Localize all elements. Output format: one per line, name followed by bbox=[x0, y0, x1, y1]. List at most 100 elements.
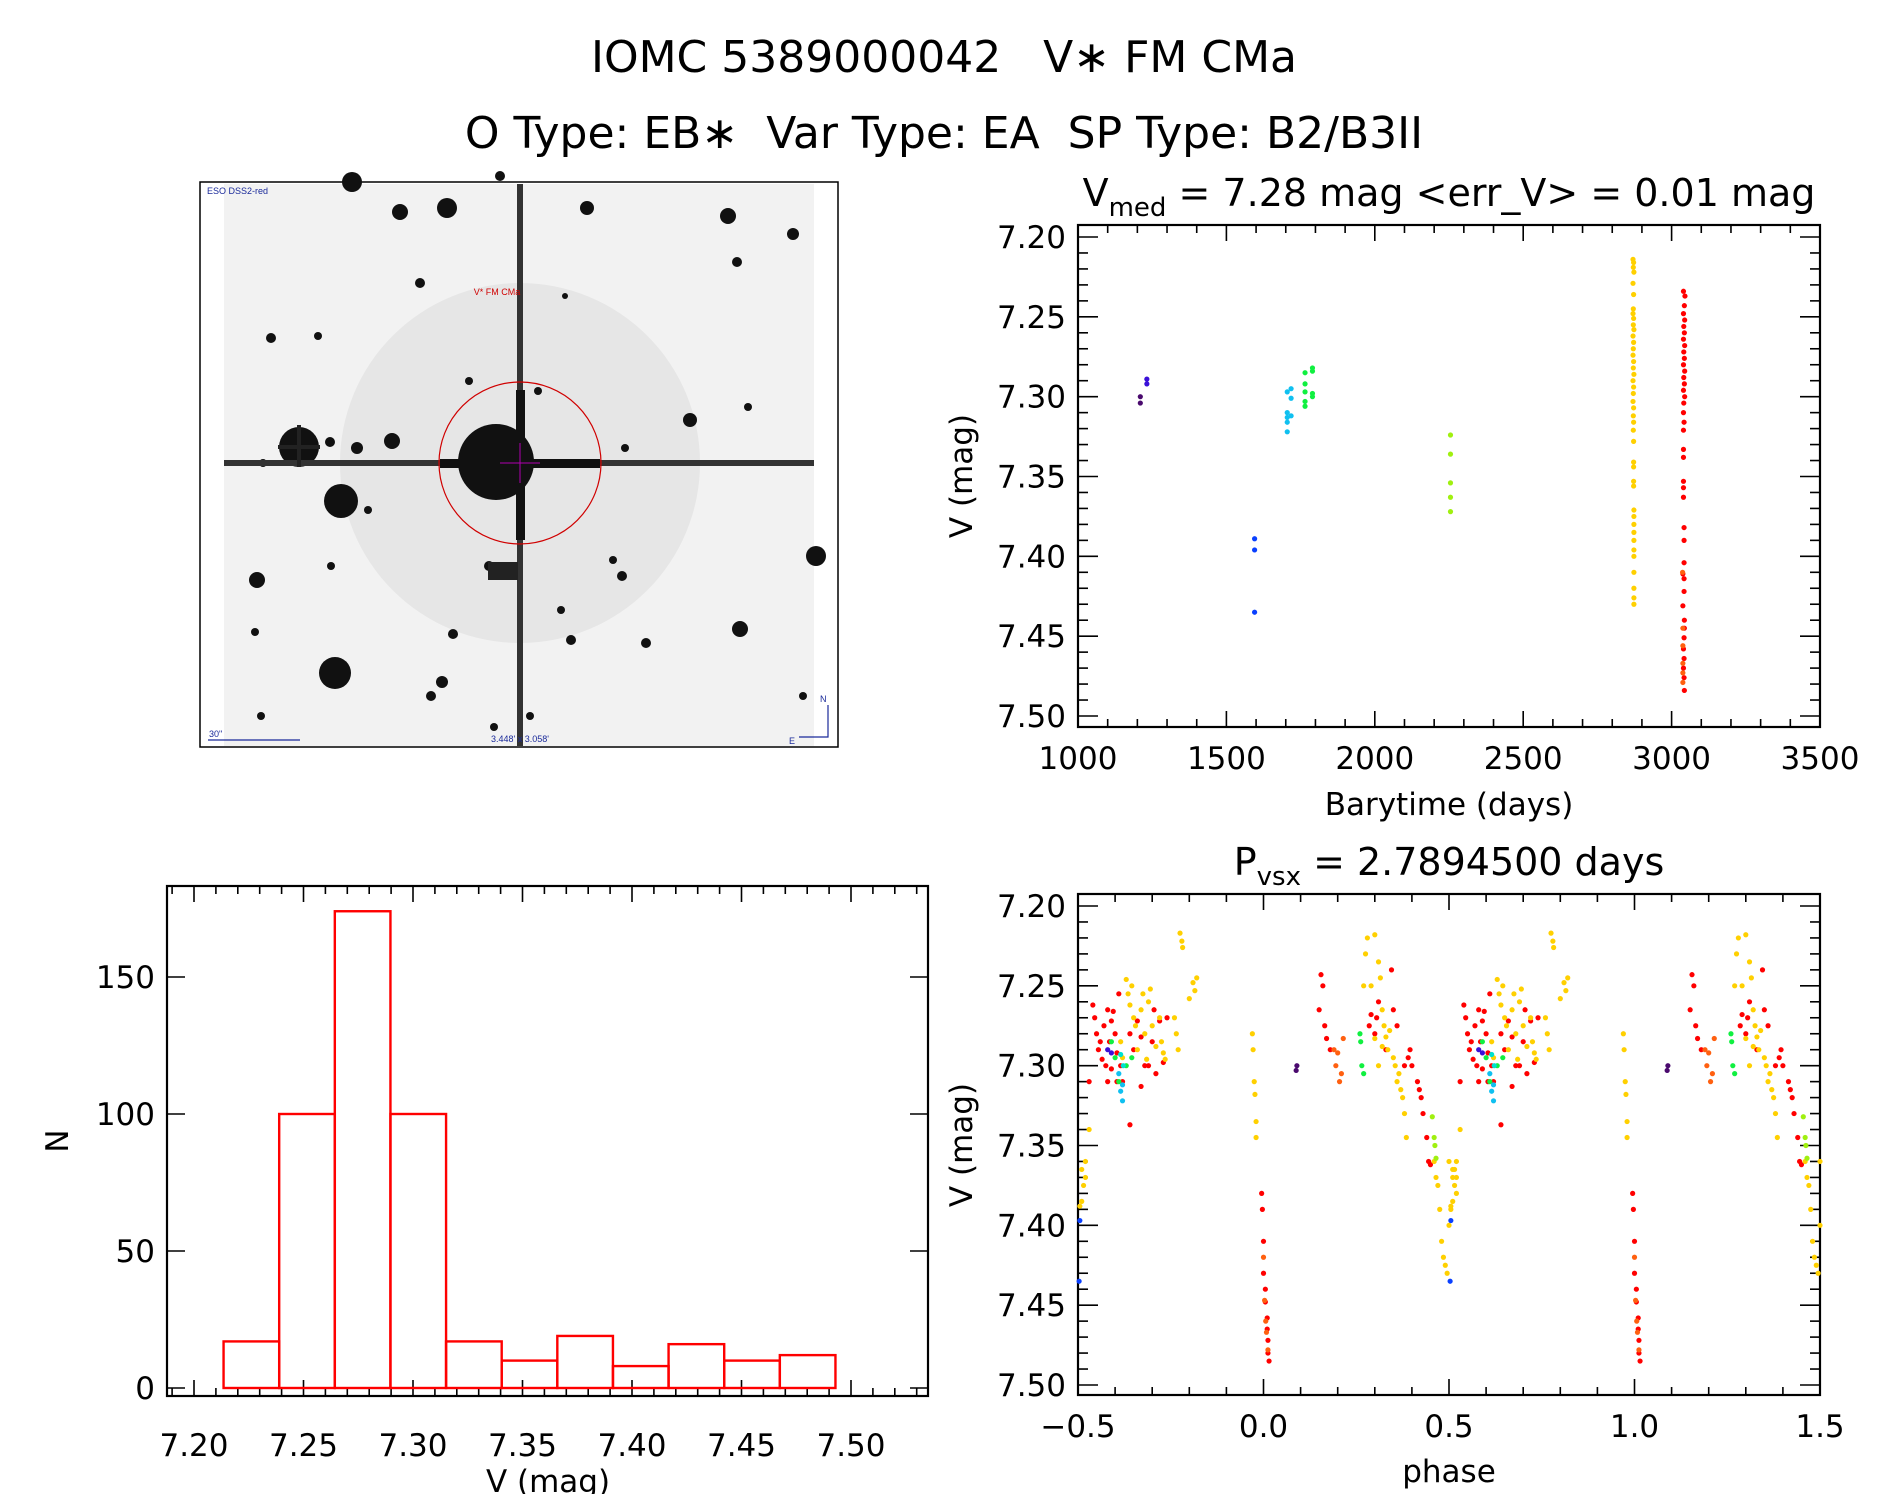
light-curve-ytick-label: 7.40 bbox=[997, 539, 1066, 575]
star bbox=[566, 635, 576, 645]
phased-curve-point-red bbox=[1105, 1079, 1111, 1085]
phased-curve-point-green bbox=[1357, 1031, 1363, 1037]
star bbox=[526, 712, 534, 720]
phased-curve-point-yellow bbox=[1180, 944, 1186, 951]
light-curve-point-red bbox=[1681, 400, 1687, 406]
phased-curve-point-yellow bbox=[1145, 999, 1152, 1005]
phased-curve-point-yellow bbox=[1771, 1095, 1777, 1101]
star bbox=[342, 172, 362, 192]
light-curve-point-yellow bbox=[1630, 427, 1636, 433]
phased-curve-point-red bbox=[1463, 1015, 1469, 1021]
phased-curve-point-yellow bbox=[1529, 1039, 1536, 1045]
light-curve-point-yellow bbox=[1630, 352, 1636, 358]
phased-curve-point-red bbox=[1694, 1035, 1701, 1042]
phased-curve-point-yellow bbox=[1453, 1174, 1460, 1181]
light-curve-point-yellow bbox=[1630, 413, 1636, 419]
phased-curve-point-green bbox=[1728, 1031, 1734, 1037]
light-curve-plot: Vmed = 7.28 mag <err_V> = 0.01 mag Baryt… bbox=[944, 171, 1859, 823]
phased-curve-point-yellow bbox=[1253, 1134, 1259, 1141]
phased-curve-point-yellow bbox=[1561, 980, 1567, 986]
light-curve-ytick-label: 7.25 bbox=[997, 300, 1066, 336]
star bbox=[448, 629, 458, 639]
phased-curve-point-yellow bbox=[1179, 938, 1185, 944]
phased-curve-frame bbox=[1076, 892, 1822, 1397]
light-curve-point-green bbox=[1309, 368, 1316, 374]
phased-curve-point-yellow bbox=[1446, 1222, 1452, 1228]
phased-curve-point-red bbox=[1778, 1047, 1784, 1053]
phased-curve-point-yellow bbox=[1162, 1056, 1168, 1062]
phased-curve-point-yellow bbox=[1750, 1007, 1756, 1013]
phased-curve-point-red bbox=[1785, 1079, 1792, 1085]
phased-curve-point-yellow bbox=[1621, 1047, 1627, 1053]
phased-curve-point-yellow bbox=[1375, 1063, 1382, 1069]
light-curve-ylabel: V (mag) bbox=[944, 414, 980, 538]
phased-curve-point-red bbox=[1789, 1095, 1795, 1101]
light-curve-point-orange bbox=[1680, 670, 1686, 676]
phased-curve-point-red bbox=[1164, 1015, 1170, 1021]
phased-curve-point-yellow bbox=[1442, 1262, 1448, 1268]
phased-curve-point-red bbox=[1761, 1007, 1767, 1013]
phased-curve-point-yellow bbox=[1557, 996, 1563, 1002]
phased-curve-point-orange bbox=[1336, 1079, 1343, 1085]
light-curve-point-red bbox=[1680, 362, 1687, 368]
phased-curve-point-orange bbox=[1707, 1079, 1714, 1085]
phased-curve-point-yellow bbox=[1500, 983, 1506, 989]
histogram-ytick-label: 50 bbox=[116, 1234, 155, 1270]
light-curve-point-cyan bbox=[1284, 419, 1290, 425]
phased-curve-point-red bbox=[1687, 1007, 1693, 1013]
phased-curve-point-yellow bbox=[1173, 1031, 1179, 1037]
phased-curve-point-yellow bbox=[1361, 983, 1367, 989]
light-curve-point-red bbox=[1680, 410, 1687, 416]
phased-curve-point-red bbox=[1498, 1031, 1504, 1037]
light-curve-point-red bbox=[1680, 387, 1687, 393]
star bbox=[720, 208, 736, 224]
phased-curve-point-yellow bbox=[1250, 1047, 1256, 1053]
histogram-bar bbox=[222, 1340, 281, 1390]
phased-curve-point-green bbox=[1730, 1063, 1736, 1069]
phased-curve-point-red bbox=[1472, 1023, 1478, 1029]
star bbox=[327, 562, 335, 570]
phased-curve-point-red bbox=[1401, 1063, 1408, 1069]
star bbox=[732, 257, 742, 267]
phased-curve-point-teal bbox=[1491, 1063, 1497, 1069]
phased-curve-point-red bbox=[1405, 1055, 1411, 1061]
phased-curve-point-green bbox=[1108, 1039, 1114, 1045]
phased-curve-plot: Pvsx = 2.7894500 days phase V (mag) −0.5… bbox=[944, 840, 1845, 1490]
phased-curve-point-red bbox=[1743, 1031, 1749, 1037]
phased-curve-point-yellow bbox=[1153, 1043, 1159, 1050]
light-curve-point-yellow bbox=[1631, 483, 1637, 489]
phased-curve-point-orange bbox=[1709, 1071, 1716, 1077]
phased-curve-point-yellow bbox=[1763, 1063, 1769, 1069]
phased-curve-point-yellow bbox=[1444, 1270, 1450, 1276]
spike bbox=[297, 425, 301, 467]
phased-curve-point-red bbox=[1110, 1008, 1116, 1014]
light-curve-point-cyan bbox=[1288, 386, 1294, 392]
phased-curve-point-red bbox=[1481, 1008, 1487, 1014]
phased-curve-point-yellow bbox=[1622, 1079, 1628, 1085]
light-curve-point-red bbox=[1680, 485, 1687, 491]
star bbox=[364, 506, 372, 514]
light-curve-point-red bbox=[1680, 427, 1687, 433]
light-curve-point-red bbox=[1681, 588, 1687, 595]
phased-curve-point-red bbox=[1142, 1063, 1148, 1069]
phased-curve-point-red bbox=[1420, 1110, 1426, 1117]
phased-curve-point-red bbox=[1093, 1031, 1100, 1037]
phased-curve-point-red bbox=[1776, 1055, 1782, 1061]
phased-curve-point-red bbox=[1097, 1039, 1103, 1045]
phased-curve-point-red bbox=[1416, 1087, 1422, 1093]
phased-curve-point-yellow bbox=[1624, 1134, 1630, 1141]
phased-curve-point-red bbox=[1637, 1358, 1643, 1364]
phased-curve-point-violet bbox=[1108, 1050, 1114, 1056]
phased-curve-point-yellow bbox=[1548, 930, 1554, 936]
phased-curve-point-yellow bbox=[1368, 983, 1374, 989]
phased-curve-point-red bbox=[1366, 1023, 1372, 1029]
histogram-bar bbox=[389, 1112, 448, 1390]
light-curve-point-red bbox=[1681, 355, 1687, 361]
light-curve-point-green bbox=[1302, 389, 1308, 395]
phased-curve-point-red bbox=[1631, 1270, 1638, 1276]
phased-curve-point-yellow bbox=[1435, 1182, 1441, 1189]
phased-curve-xtick-label: 0.5 bbox=[1424, 1409, 1473, 1445]
phased-curve-point-yellow bbox=[1754, 1034, 1760, 1040]
histogram-bar bbox=[722, 1359, 782, 1390]
